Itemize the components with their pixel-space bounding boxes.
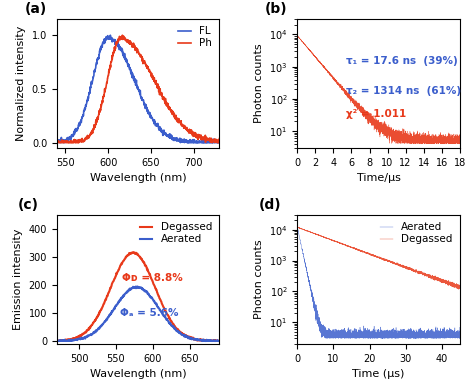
Y-axis label: Photon counts: Photon counts	[254, 44, 264, 123]
Degassed	[188, 336, 193, 340]
Degassed	[456, 287, 461, 291]
Aerated	[324, 336, 330, 341]
Text: τ₁ = 17.6 ns  (39%): τ₁ = 17.6 ns (39%)	[346, 56, 458, 66]
Line: Degassed: Degassed	[57, 252, 219, 341]
Text: τ₂ = 1314 ns  (61%): τ₂ = 1314 ns (61%)	[346, 86, 461, 96]
Aerated	[55, 339, 61, 343]
Line: Degassed: Degassed	[297, 227, 460, 289]
Line: Aerated: Aerated	[297, 227, 460, 338]
Ph	[119, 33, 125, 37]
X-axis label: Time/μs: Time/μs	[356, 173, 401, 183]
Aerated	[428, 335, 434, 340]
FL	[194, 140, 200, 144]
Aerated	[131, 285, 137, 290]
Degassed	[356, 248, 362, 252]
Ph	[54, 140, 60, 145]
Aerated	[143, 289, 148, 293]
Line: Aerated: Aerated	[57, 286, 219, 341]
FL	[153, 121, 159, 126]
Degassed	[217, 339, 222, 343]
Degassed	[294, 225, 300, 229]
FL	[178, 140, 183, 145]
X-axis label: Wavelength (nm): Wavelength (nm)	[90, 369, 186, 379]
X-axis label: Time (μs): Time (μs)	[352, 369, 405, 379]
Aerated	[457, 325, 463, 330]
Legend: Aerated, Degassed: Aerated, Degassed	[378, 220, 455, 246]
Degassed	[151, 282, 157, 287]
Ph	[64, 140, 70, 145]
Y-axis label: Emission intensity: Emission intensity	[13, 228, 23, 330]
Aerated	[213, 339, 219, 343]
Degassed	[457, 285, 463, 290]
Degassed	[392, 260, 398, 265]
FL	[55, 140, 60, 145]
Aerated	[380, 336, 386, 341]
Degassed	[54, 339, 60, 343]
Aerated	[217, 339, 222, 343]
Ph	[177, 120, 183, 124]
X-axis label: Wavelength (nm): Wavelength (nm)	[90, 173, 186, 183]
Ph	[194, 134, 200, 138]
Degassed	[133, 251, 138, 255]
Ph	[153, 82, 158, 87]
Y-axis label: Photon counts: Photon counts	[254, 240, 264, 319]
Ph	[148, 74, 154, 78]
Aerated	[392, 330, 398, 335]
Aerated	[294, 225, 300, 230]
Aerated	[133, 285, 138, 290]
Aerated	[294, 225, 300, 230]
FL	[108, 33, 113, 37]
Aerated	[400, 335, 406, 340]
Degassed	[428, 274, 434, 278]
FL	[217, 139, 222, 144]
Degassed	[400, 264, 406, 268]
Aerated	[151, 299, 157, 303]
Degassed	[213, 338, 219, 343]
Ph	[158, 92, 164, 97]
Aerated	[135, 284, 140, 289]
FL	[64, 137, 70, 142]
FL	[149, 116, 155, 120]
Degassed	[416, 269, 421, 274]
Text: Φₐ = 5.6%: Φₐ = 5.6%	[120, 308, 179, 318]
Text: (a): (a)	[24, 2, 46, 16]
Degassed	[142, 263, 148, 268]
Aerated	[188, 335, 193, 340]
Text: χ² = 1.011: χ² = 1.011	[346, 109, 406, 119]
Line: Ph: Ph	[57, 35, 219, 142]
Degassed	[130, 250, 136, 254]
Degassed	[131, 251, 137, 255]
Degassed	[324, 236, 330, 240]
Legend: FL, Ph: FL, Ph	[176, 24, 214, 50]
Text: (c): (c)	[18, 197, 39, 212]
Text: (b): (b)	[265, 2, 287, 16]
Line: FL: FL	[57, 35, 219, 142]
Y-axis label: Normalized intensity: Normalized intensity	[16, 26, 26, 141]
Aerated	[416, 333, 421, 337]
Ph	[217, 136, 222, 141]
Text: (d): (d)	[258, 197, 281, 212]
Aerated	[54, 338, 60, 343]
FL	[158, 128, 164, 133]
Aerated	[356, 334, 362, 338]
Legend: Degassed, Aerated: Degassed, Aerated	[138, 220, 214, 246]
Text: Φᴅ = 8.8%: Φᴅ = 8.8%	[122, 273, 182, 283]
FL	[54, 140, 60, 145]
